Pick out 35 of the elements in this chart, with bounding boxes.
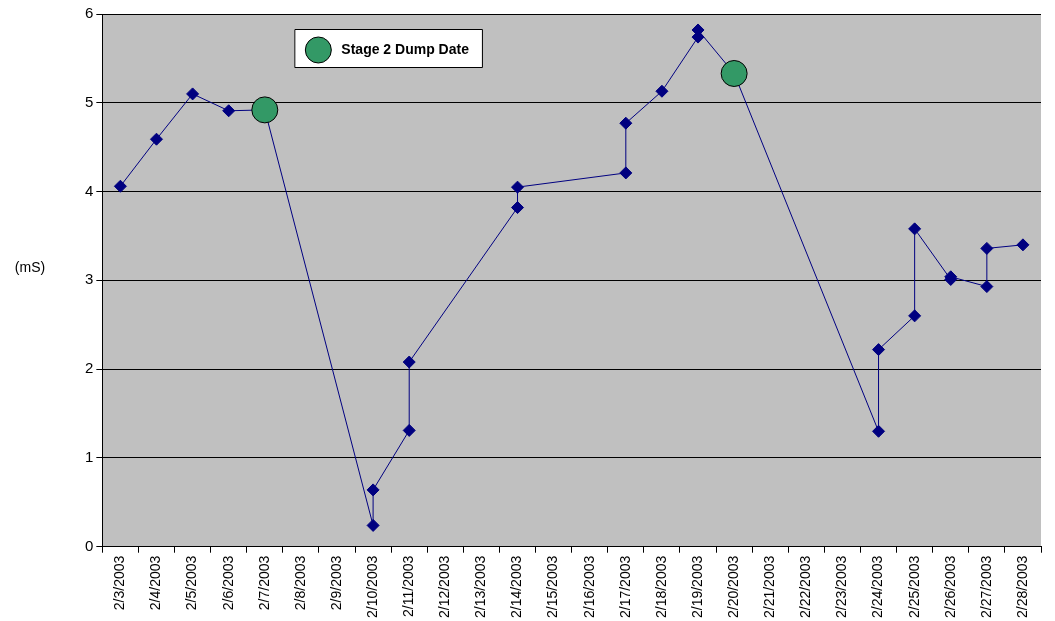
x-tick-label: 2/4/2003 [147, 555, 164, 611]
x-tick-label: 2/25/2003 [905, 555, 922, 619]
x-tick-label: 2/7/2003 [255, 555, 272, 611]
x-tick-label: 2/18/2003 [652, 555, 669, 619]
x-tick-label: 2/10/2003 [363, 555, 380, 619]
y-tick-label: 0 [85, 536, 94, 554]
x-tick-label: 2/20/2003 [724, 555, 741, 619]
x-tick-label: 2/16/2003 [580, 555, 597, 619]
x-tick-label: 2/28/2003 [1013, 555, 1030, 619]
x-tick-label: 2/6/2003 [219, 555, 236, 611]
y-tick-label: 2 [85, 359, 94, 377]
x-tick-label: 2/13/2003 [472, 555, 489, 619]
x-tick-label: 2/26/2003 [941, 555, 958, 619]
x-tick-label: 2/8/2003 [291, 555, 308, 611]
y-axis-title: (mS) [14, 259, 46, 276]
x-tick-label: 2/3/2003 [111, 555, 128, 611]
x-tick-label: 2/21/2003 [761, 555, 778, 619]
x-tick-label: 2/9/2003 [327, 555, 344, 611]
x-tick-label: 2/19/2003 [688, 555, 705, 619]
x-tick-label: 2/23/2003 [833, 555, 850, 619]
x-tick-label: 2/5/2003 [183, 555, 200, 611]
x-tick-label: 2/27/2003 [977, 555, 994, 619]
legend-label: Stage 2 Dump Date [341, 40, 470, 57]
x-tick-label: 2/22/2003 [797, 555, 814, 619]
x-tick-label: 2/24/2003 [869, 555, 886, 619]
x-tick-label: 2/12/2003 [436, 555, 453, 619]
y-tick-label: 1 [85, 448, 94, 466]
y-tick-label: 5 [85, 92, 94, 110]
y-tick-label: 3 [85, 270, 94, 288]
y-tick-label: 4 [85, 181, 94, 199]
x-tick-label: 2/17/2003 [616, 555, 633, 619]
x-tick-label: 2/11/2003 [400, 555, 417, 617]
x-tick-label: 2/14/2003 [508, 555, 525, 619]
x-tick-label: 2/15/2003 [544, 555, 561, 619]
y-tick-label: 6 [85, 4, 94, 22]
